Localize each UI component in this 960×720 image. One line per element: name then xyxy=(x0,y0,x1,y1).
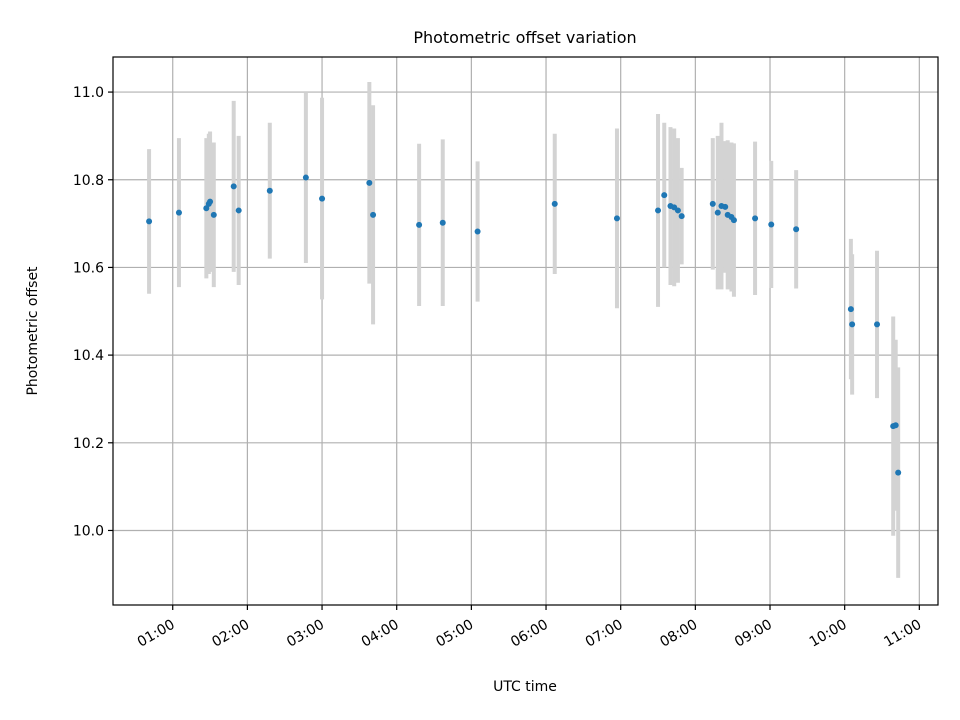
y-tick-label: 10.8 xyxy=(73,173,104,189)
y-axis-label: Photometric offset xyxy=(25,266,41,396)
data-point xyxy=(678,213,685,220)
y-tick-label: 10.6 xyxy=(73,260,104,276)
data-point xyxy=(203,205,210,212)
data-point xyxy=(210,211,217,218)
y-tick-label: 10.4 xyxy=(73,348,104,364)
data-point xyxy=(709,200,716,207)
data-point xyxy=(730,217,737,224)
y-tick-label: 11.0 xyxy=(73,85,104,101)
data-point xyxy=(416,221,423,228)
data-point xyxy=(661,192,668,199)
chart-title: Photometric offset variation xyxy=(413,28,636,47)
data-point xyxy=(474,228,481,235)
plot-background xyxy=(113,57,938,605)
data-point xyxy=(847,306,854,313)
data-points xyxy=(146,174,902,476)
y-tick-label: 10.2 xyxy=(73,436,104,452)
data-point xyxy=(146,218,153,225)
x-axis-label: UTC time xyxy=(493,679,557,695)
data-point xyxy=(266,187,273,194)
data-point xyxy=(319,195,326,202)
data-point xyxy=(752,215,759,222)
data-point xyxy=(874,321,881,328)
data-point xyxy=(849,321,856,328)
grid-lines xyxy=(113,57,938,605)
plot-frame xyxy=(112,56,939,606)
data-point xyxy=(207,198,214,205)
data-point xyxy=(175,209,182,216)
data-point xyxy=(551,200,558,207)
data-point xyxy=(892,422,899,429)
data-point xyxy=(768,221,775,228)
data-point xyxy=(674,207,681,214)
data-point xyxy=(230,183,237,190)
data-point xyxy=(895,469,902,476)
y-tick-label: 10.0 xyxy=(73,523,104,539)
data-point xyxy=(370,211,377,218)
data-point xyxy=(302,174,309,181)
data-point xyxy=(714,209,721,216)
data-point xyxy=(722,203,729,210)
data-point xyxy=(235,207,242,214)
data-point xyxy=(366,179,373,186)
data-point xyxy=(439,219,446,226)
data-point xyxy=(793,226,800,233)
data-point xyxy=(655,207,662,214)
y-axis-ticks: 10.0 10.2 10.4 10.6 10.8 11.0 xyxy=(73,85,113,539)
data-point xyxy=(613,215,620,222)
